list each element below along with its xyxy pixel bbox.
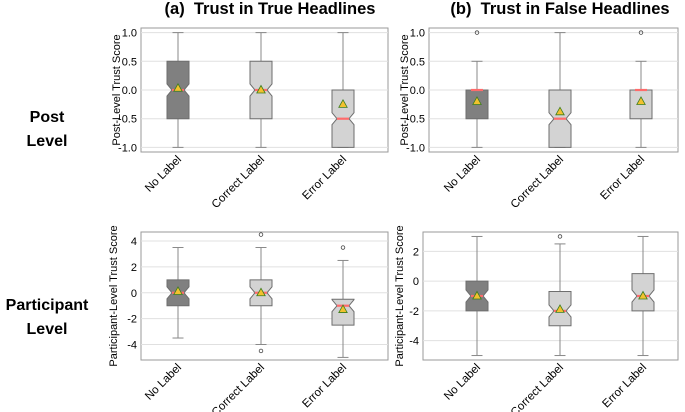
mean-marker — [173, 82, 183, 92]
x-tick-label: No Label — [143, 154, 184, 195]
x-tick-label: Correct Label — [210, 154, 267, 211]
y-tick-label: 2 — [413, 246, 419, 258]
x-tick-label: Correct Label — [509, 362, 566, 412]
row-label-participant-line1: Participant — [5, 297, 89, 314]
column-title-b: (b) Trust in False Headlines — [440, 0, 680, 19]
y-tick-label: -2 — [127, 314, 137, 326]
column-letter-b: (b) — [450, 0, 472, 18]
outlier-point — [638, 30, 644, 35]
mean-marker — [555, 106, 565, 116]
y-tick-label: -1.0 — [118, 142, 137, 154]
mean-marker — [555, 304, 565, 313]
y-tick-label: 4 — [131, 236, 137, 248]
column-letter-a: (a) — [164, 0, 185, 18]
row-label-participant: Participant Level — [2, 294, 92, 342]
column-title-text-a: Trust in True Headlines — [193, 0, 376, 18]
column-title-text-b: Trust in False Headlines — [480, 0, 670, 18]
chart-participant-false: -4 -2 0 2 Participant-Level Trust Score No La… — [394, 225, 679, 412]
y-tick-label: 0.5 — [410, 56, 425, 68]
chart-participant-true: -4 -2 0 2 4 Participant-Level Trust Score No L… — [108, 225, 389, 412]
mean-marker — [338, 304, 348, 313]
x-tick-label: Error Label — [300, 362, 349, 411]
y-tick-label: 1.0 — [122, 28, 137, 40]
y-tick-label: 0 — [131, 288, 137, 300]
outlier-point — [340, 245, 346, 250]
y-tick-label: -0.5 — [118, 114, 137, 126]
row-label-participant-line2: Level — [26, 321, 68, 338]
y-tick-label: 0.0 — [122, 85, 137, 97]
y-tick-label: -0.5 — [406, 114, 425, 126]
mean-marker — [638, 290, 648, 300]
mean-marker — [338, 99, 348, 108]
row-label-post: Post Level — [2, 106, 92, 154]
mean-marker — [256, 287, 266, 297]
y-tick-label: -4 — [127, 339, 137, 351]
y-tick-label: -2 — [409, 306, 419, 318]
mean-marker — [472, 96, 482, 105]
x-tick-label: Correct Label — [509, 154, 566, 211]
mean-marker — [173, 286, 183, 295]
y-tick-label: 0.5 — [122, 56, 137, 68]
y-tick-label: 0 — [413, 276, 419, 288]
y-tick-label: -4 — [409, 336, 419, 348]
x-tick-label: No Label — [442, 154, 483, 195]
mean-marker — [636, 96, 646, 105]
row-label-post-line1: Post — [29, 109, 65, 126]
y-axis-label: Participant-Level Trust Score — [394, 225, 406, 366]
mean-marker — [472, 290, 482, 300]
x-tick-label: No Label — [442, 362, 483, 403]
x-tick-label: Error Label — [598, 154, 647, 203]
y-tick-label: 1.0 — [410, 28, 425, 40]
outlier-point — [258, 232, 264, 237]
row-label-post-line2: Level — [26, 133, 68, 150]
outlier-point — [557, 234, 563, 239]
outlier-point — [474, 30, 480, 35]
column-title-a: (a) Trust in True Headlines — [150, 0, 390, 19]
x-tick-label: Error Label — [600, 362, 649, 411]
x-tick-label: No Label — [143, 362, 184, 403]
x-tick-label: Error Label — [300, 154, 349, 203]
y-axis-label: Post-Level Trust Score — [399, 34, 411, 145]
outlier-point — [258, 348, 264, 354]
x-tick-label: Correct Label — [210, 362, 267, 412]
y-axis-label: Participant-Level Trust Score — [108, 225, 120, 366]
y-tick-label: 0.0 — [410, 85, 425, 97]
y-tick-label: 2 — [131, 262, 137, 274]
mean-marker — [256, 84, 266, 94]
y-tick-label: -1.0 — [406, 142, 425, 154]
y-axis-label: Post-Level Trust Score — [111, 34, 123, 145]
